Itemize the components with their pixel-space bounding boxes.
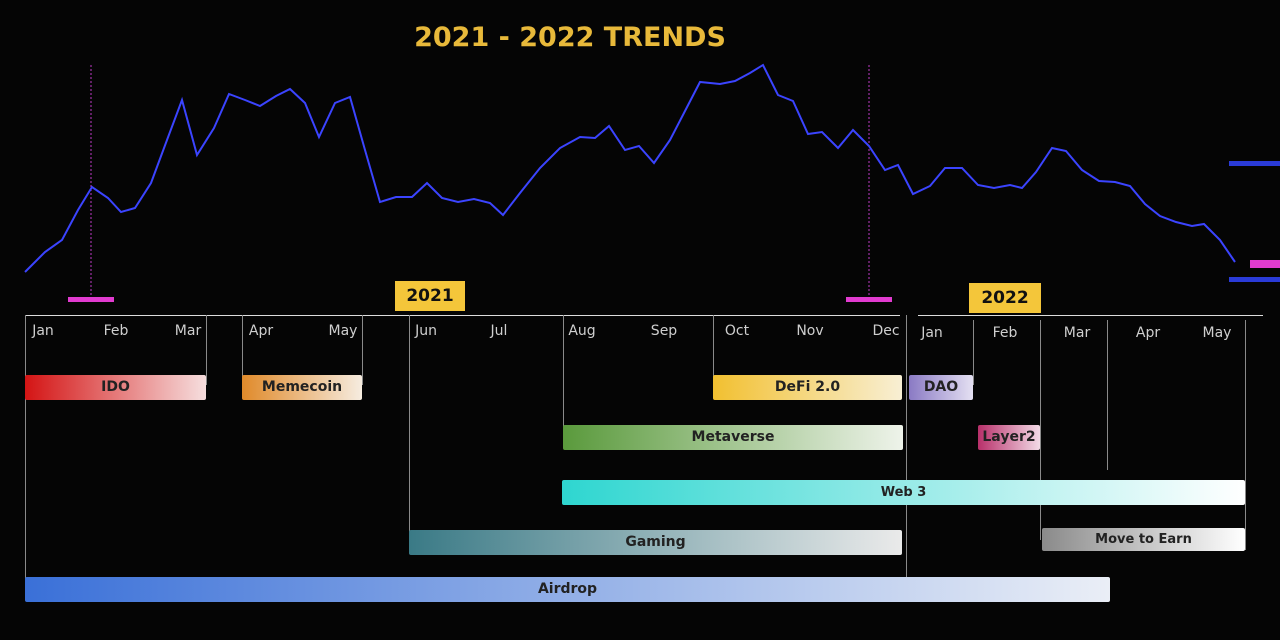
divider: [206, 315, 207, 385]
trend-line: [24, 63, 1236, 273]
divider: [242, 315, 243, 385]
trend-bar: Memecoin: [242, 375, 362, 400]
divider: [563, 315, 564, 435]
trend-line-area: [24, 63, 1280, 302]
divider: [1107, 320, 1108, 470]
month-label: Jul: [490, 323, 508, 339]
month-label: May: [1202, 325, 1232, 341]
divider: [906, 315, 907, 590]
month-label: Jan: [921, 325, 943, 341]
price-tag: [1250, 260, 1280, 268]
month-label: Apr: [248, 323, 274, 339]
divider: [973, 320, 974, 385]
price-tag: [1229, 161, 1280, 166]
price-tag: [1229, 277, 1280, 282]
timeline-axis: [918, 315, 1263, 316]
year-label: 2022: [969, 283, 1041, 313]
month-label: May: [328, 323, 358, 339]
trend-bar: IDO: [25, 375, 206, 400]
divider: [25, 315, 26, 600]
month-label: Feb: [992, 325, 1018, 341]
timeline-axis: [25, 315, 900, 316]
month-label: Mar: [1063, 325, 1091, 341]
divider: [713, 315, 714, 385]
month-label: Nov: [796, 323, 824, 339]
trend-bar: Layer2: [978, 425, 1040, 450]
trend-bar: Web 3: [562, 480, 1245, 505]
month-label: Feb: [103, 323, 129, 339]
month-label: Jan: [32, 323, 54, 339]
month-label: Jun: [415, 323, 437, 339]
month-label: Aug: [568, 323, 596, 339]
title: 2021 - 2022 TRENDS: [414, 22, 726, 53]
marker-tag: [846, 297, 892, 302]
trend-bar: DAO: [909, 375, 973, 400]
trend-bar: Move to Earn: [1042, 528, 1245, 551]
divider: [1245, 320, 1246, 550]
trend-bar: Metaverse: [563, 425, 903, 450]
divider: [1040, 320, 1041, 540]
month-label: Oct: [724, 323, 750, 339]
month-label: Apr: [1135, 325, 1161, 341]
divider: [362, 315, 363, 385]
trend-bar: DeFi 2.0: [713, 375, 902, 400]
marker-tag: [68, 297, 114, 302]
month-label: Mar: [174, 323, 202, 339]
month-label: Sep: [650, 323, 678, 339]
month-label: Dec: [872, 323, 900, 339]
divider: [409, 315, 410, 540]
trend-bar: Airdrop: [25, 577, 1110, 602]
trend-bar: Gaming: [409, 530, 902, 555]
year-label: 2021: [395, 281, 465, 311]
